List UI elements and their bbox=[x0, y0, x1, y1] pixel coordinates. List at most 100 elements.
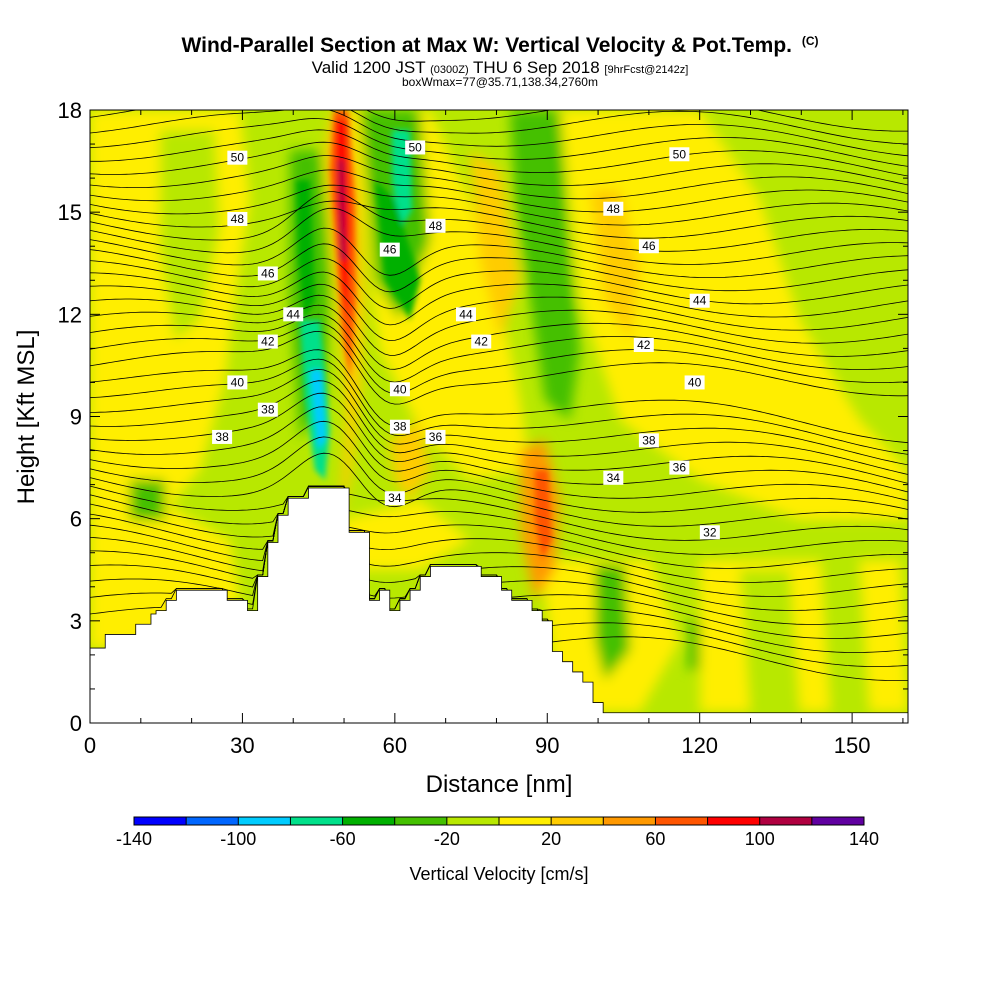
contour-label: 50 bbox=[669, 147, 690, 162]
contour-label: 36 bbox=[669, 460, 690, 475]
colorbar-tick-label: 100 bbox=[745, 829, 775, 849]
theta-contour bbox=[90, 271, 908, 326]
theta-contour bbox=[90, 322, 908, 395]
colorbar-swatch bbox=[655, 817, 709, 825]
colorbar: -140 -100 -60 -20 20 60 100 140 bbox=[116, 816, 879, 849]
contour-label-text: 46 bbox=[383, 243, 397, 257]
contour-label: 46 bbox=[638, 239, 659, 254]
theta-contour bbox=[90, 207, 908, 265]
colorbar-swatch bbox=[603, 817, 656, 825]
y-tick-label: 3 bbox=[70, 609, 82, 634]
colorbar-swatch bbox=[759, 817, 813, 825]
terrain-mask bbox=[90, 487, 908, 723]
contour-label: 32 bbox=[699, 525, 720, 540]
theta-contour bbox=[90, 330, 908, 405]
colorbar-swatch bbox=[394, 817, 448, 825]
theta-contour bbox=[90, 227, 908, 279]
contour-label-text: 38 bbox=[393, 420, 407, 434]
contour-label-text: 32 bbox=[703, 525, 717, 539]
contour-label: 40 bbox=[227, 375, 248, 390]
theta-contour bbox=[90, 368, 908, 466]
utc-time: (0300Z) bbox=[430, 64, 469, 76]
contour-label-text: 42 bbox=[261, 335, 275, 349]
contour-label: 44 bbox=[455, 307, 476, 322]
colorbar-tick-label: -140 bbox=[116, 829, 152, 849]
theta-contour bbox=[90, 110, 908, 157]
y-tick-label: 6 bbox=[70, 507, 82, 532]
theta-contour bbox=[90, 184, 908, 226]
colorbar-swatch bbox=[551, 817, 604, 825]
contour-label-text: 44 bbox=[459, 307, 473, 321]
contour-label-text: 50 bbox=[673, 147, 687, 161]
contour-label-text: 40 bbox=[231, 375, 245, 389]
theta-contour bbox=[90, 129, 908, 177]
contour-label-text: 44 bbox=[693, 294, 707, 308]
y-tick-label: 12 bbox=[58, 302, 82, 327]
contour-label: 46 bbox=[379, 242, 400, 257]
x-axis-label: Distance [nm] bbox=[426, 771, 573, 798]
theta-contour bbox=[90, 243, 908, 293]
contour-label: 38 bbox=[389, 419, 410, 434]
theta-contour bbox=[90, 141, 908, 187]
x-tick-label: 30 bbox=[230, 733, 254, 758]
y-tick-label: 15 bbox=[58, 200, 82, 225]
contour-label: 48 bbox=[603, 201, 624, 216]
colorbar-swatch bbox=[811, 817, 865, 825]
contour-label: 44 bbox=[689, 293, 710, 308]
theta-contour bbox=[90, 313, 908, 383]
colorbar-swatch bbox=[238, 817, 291, 825]
theta-contour bbox=[90, 420, 908, 501]
colorbar-swatch bbox=[134, 817, 187, 825]
forecast-info: [9hrFcst@2142z] bbox=[604, 64, 689, 76]
valid-date: THU 6 Sep 2018 bbox=[473, 58, 600, 77]
contour-label-text: 44 bbox=[287, 307, 301, 321]
theta-contour bbox=[90, 485, 908, 597]
theta-contour bbox=[90, 485, 908, 555]
contour-label-text: 38 bbox=[642, 433, 656, 447]
x-axis: 0 30 60 90 120 150 bbox=[84, 110, 904, 758]
contour-label: 50 bbox=[227, 150, 248, 165]
velocity-field bbox=[90, 110, 908, 723]
contour-label-text: 46 bbox=[642, 239, 656, 253]
theta-contour bbox=[90, 436, 908, 513]
contour-label-text: 42 bbox=[637, 338, 651, 352]
colorbar-swatch bbox=[446, 817, 500, 825]
contour-label: 38 bbox=[638, 433, 659, 448]
contour-label: 48 bbox=[227, 211, 248, 226]
contour-label: 36 bbox=[425, 429, 446, 444]
contour-label-text: 46 bbox=[261, 266, 275, 280]
x-tick-label: 120 bbox=[681, 733, 718, 758]
y-tick-label: 9 bbox=[70, 405, 82, 430]
colorbar-tick-label: 60 bbox=[645, 829, 665, 849]
contour-label: 38 bbox=[212, 429, 233, 444]
contour-label: 42 bbox=[633, 337, 654, 352]
y-axis-label: Height [Kft MSL] bbox=[13, 330, 40, 505]
colorbar-swatch bbox=[342, 817, 396, 825]
theta-contour bbox=[90, 169, 908, 213]
contour-label-text: 40 bbox=[393, 382, 407, 396]
chart-subtitle-line3: boxWmax=77@35.71,138.34,2760m bbox=[402, 75, 598, 89]
y-tick-label: 0 bbox=[70, 711, 82, 736]
contour-label: 50 bbox=[405, 140, 426, 155]
theta-contour bbox=[90, 358, 908, 455]
x-tick-label: 90 bbox=[535, 733, 559, 758]
valid-time: Valid 1200 JST bbox=[311, 58, 426, 77]
contour-label-text: 38 bbox=[215, 430, 229, 444]
contour-label-text: 34 bbox=[607, 471, 621, 485]
velocity-blobs bbox=[90, 110, 908, 712]
contour-label-text: 42 bbox=[475, 335, 489, 349]
theta-contour bbox=[90, 485, 908, 611]
contour-label: 38 bbox=[257, 402, 278, 417]
theta-contour bbox=[365, 110, 908, 132]
contour-label: 34 bbox=[384, 491, 405, 506]
contour-label-text: 48 bbox=[607, 202, 621, 216]
x-tick-label: 60 bbox=[383, 733, 407, 758]
colorbar-tick-label: -100 bbox=[220, 829, 256, 849]
contour-label-text: 50 bbox=[408, 140, 422, 154]
colorbar-tick-label: -60 bbox=[330, 829, 356, 849]
contour-label: 46 bbox=[257, 266, 278, 281]
colorbar-tick-label: 20 bbox=[541, 829, 561, 849]
contour-label-text: 36 bbox=[673, 461, 687, 475]
